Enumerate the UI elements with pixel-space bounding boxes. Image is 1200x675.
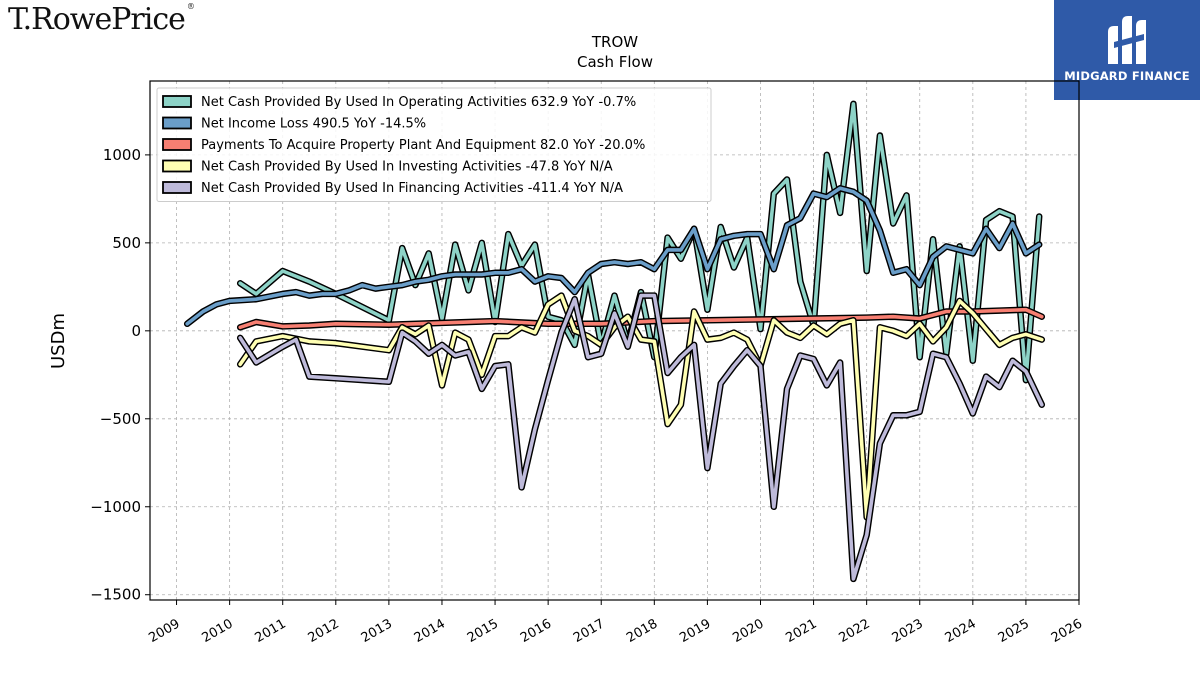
legend-swatch xyxy=(162,95,192,108)
series-3 xyxy=(236,292,1046,521)
x-tick-label: 2018 xyxy=(624,616,660,646)
t-rowe-price-logo: T.RowePrice ® xyxy=(8,2,195,37)
x-tick-label: 2014 xyxy=(412,616,448,646)
x-tick-label: 2009 xyxy=(146,616,182,646)
registered-mark: ® xyxy=(186,2,195,11)
y-axis-label: USDm xyxy=(48,313,69,369)
x-tick-label: 2026 xyxy=(1049,616,1085,646)
x-tick-label: 2020 xyxy=(730,616,766,646)
series-line xyxy=(238,293,1044,520)
legend-swatch xyxy=(162,159,192,173)
legend-entry: Net Income Loss 490.5 YoY -14.5% xyxy=(201,117,426,132)
series-line xyxy=(238,102,1041,382)
x-axis: 2009 2010 2011 2012 2013 2014 2015 2016 2017 2018… xyxy=(146,600,1085,646)
y-tick-label: −1500 xyxy=(90,586,141,604)
y-tick-label: 1000 xyxy=(103,146,141,164)
legend-entry: Net Cash Provided By Used In Operating A… xyxy=(201,95,636,110)
y-tick-label: 0 xyxy=(131,322,141,340)
x-tick-label: 2025 xyxy=(996,616,1032,646)
x-tick-label: 2023 xyxy=(890,616,926,646)
series-line xyxy=(238,293,1044,581)
x-tick-label: 2021 xyxy=(783,616,819,646)
x-tick-label: 2016 xyxy=(518,616,554,646)
x-tick-label: 2019 xyxy=(677,616,713,646)
y-tick-label: −1000 xyxy=(90,498,141,516)
series-line xyxy=(185,186,1041,326)
series-1 xyxy=(183,185,1043,328)
legend-box xyxy=(156,87,712,202)
midgard-monogram-icon xyxy=(1108,16,1146,64)
midgard-finance-name: MIDGARD FINANCE xyxy=(1064,69,1190,83)
legend: Net Cash Provided By Used In Operating A… xyxy=(156,87,712,202)
x-tick-label: 2012 xyxy=(306,616,342,646)
y-tick-label: −500 xyxy=(100,410,141,428)
series-line xyxy=(238,307,1044,330)
x-tick-label: 2015 xyxy=(465,616,501,646)
x-tick-label: 2010 xyxy=(199,616,235,646)
chart-title: TROW xyxy=(591,33,638,51)
legend-entry: Net Cash Provided By Used In Financing A… xyxy=(201,181,623,196)
series-2 xyxy=(236,306,1046,331)
midgard-finance-logo: MIDGARD FINANCE xyxy=(1054,0,1200,100)
legend-swatch xyxy=(162,116,192,130)
plot-area xyxy=(183,100,1046,583)
x-tick-label: 2011 xyxy=(253,616,289,646)
legend-swatch xyxy=(162,181,192,194)
x-tick-label: 2024 xyxy=(943,616,979,646)
legend-entry: Net Cash Provided By Used In Investing A… xyxy=(201,160,613,175)
y-tick-label: 500 xyxy=(112,234,141,252)
plot-frame xyxy=(149,80,1080,601)
x-tick-label: 2017 xyxy=(571,616,607,646)
x-tick-label: 2022 xyxy=(836,616,872,646)
legend-entry: Payments To Acquire Property Plant And E… xyxy=(201,138,645,153)
x-tick-label: 2013 xyxy=(359,616,395,646)
legend-swatch xyxy=(162,138,192,151)
series-4 xyxy=(236,292,1046,583)
t-rowe-price-logo-text: T.RowePrice xyxy=(8,2,186,37)
chart-subtitle: Cash Flow xyxy=(577,53,653,71)
y-axis: −1500 −1000 −500 0 500 1000 xyxy=(90,146,150,604)
series-0 xyxy=(236,100,1043,384)
